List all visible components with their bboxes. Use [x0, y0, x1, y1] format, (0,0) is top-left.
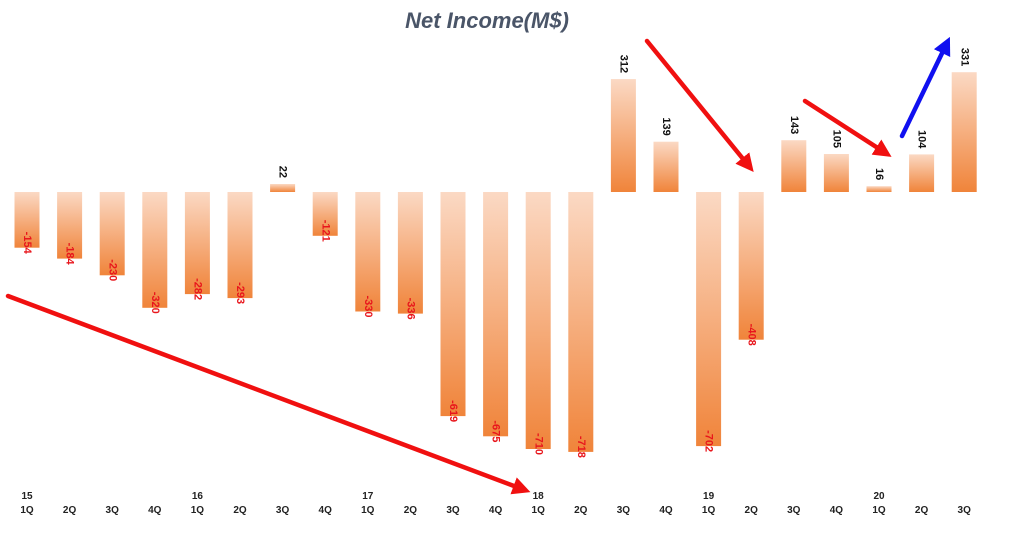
- trend-arrows: [5, 36, 951, 495]
- bar-3: [142, 192, 168, 308]
- tick-quarter-21: 2Q: [915, 505, 929, 516]
- value-label-6: 22: [277, 166, 289, 178]
- tick-quarter-19: 4Q: [830, 505, 844, 516]
- value-labels: -154 -184 -230 -320 -282 -293 22 -121 -330 -336 -6…: [21, 48, 970, 458]
- tick-quarter-20: 1Q: [872, 505, 886, 516]
- bar-11: [483, 192, 509, 437]
- value-label-4: -282: [191, 278, 203, 300]
- bar-7: [312, 192, 338, 236]
- trend-arrow-red-1: [5, 293, 531, 495]
- tick-year-12: 18: [533, 491, 545, 502]
- bar-6: [270, 184, 296, 192]
- tick-quarter-13: 2Q: [574, 505, 588, 516]
- value-label-7: -121: [319, 220, 331, 242]
- bar-4: [184, 192, 210, 295]
- tick-quarter-14: 3Q: [617, 505, 631, 516]
- tick-year-0: 15: [21, 491, 33, 502]
- value-label-11: -675: [490, 420, 502, 442]
- value-label-16: -702: [703, 430, 715, 452]
- trend-arrow-blue: [899, 36, 951, 139]
- chart-title: Net Income(M$): [405, 8, 569, 33]
- value-label-21: 104: [916, 130, 928, 149]
- bar-18: [781, 140, 807, 192]
- trend-arrow-red-3: [802, 98, 892, 157]
- tick-year-8: 17: [362, 491, 374, 502]
- bar-10: [440, 192, 466, 417]
- bar-12: [525, 192, 551, 449]
- trend-arrow-red-2: [644, 38, 754, 172]
- value-label-12: -710: [532, 433, 544, 455]
- value-label-2: -230: [106, 259, 118, 281]
- tick-quarter-1: 2Q: [63, 505, 77, 516]
- bar-5: [227, 192, 253, 299]
- value-label-14: 312: [617, 55, 629, 73]
- value-label-1: -184: [64, 243, 76, 266]
- value-label-17: -408: [745, 324, 757, 346]
- bar-13: [568, 192, 594, 452]
- tick-quarter-17: 2Q: [745, 505, 759, 516]
- tick-quarter-16: 1Q: [702, 505, 716, 516]
- tick-quarter-10: 3Q: [446, 505, 460, 516]
- tick-quarter-4: 1Q: [191, 505, 205, 516]
- tick-quarter-18: 3Q: [787, 505, 801, 516]
- value-label-15: 139: [660, 117, 672, 135]
- tick-year-4: 16: [192, 491, 204, 502]
- bar-15: [653, 141, 679, 192]
- value-label-20: 16: [873, 168, 885, 180]
- tick-quarter-15: 4Q: [659, 505, 673, 516]
- value-label-8: -330: [362, 295, 374, 317]
- tick-quarter-3: 4Q: [148, 505, 162, 516]
- value-label-19: 105: [830, 130, 842, 148]
- tick-quarter-6: 3Q: [276, 505, 290, 516]
- value-label-9: -336: [404, 298, 416, 320]
- bar-8: [355, 192, 381, 312]
- value-label-13: -718: [575, 436, 587, 458]
- bar-1: [57, 192, 83, 259]
- bar-20: [866, 186, 892, 192]
- value-label-22: 331: [958, 48, 970, 66]
- bar-series: [14, 72, 977, 452]
- bar-2: [99, 192, 125, 276]
- x-axis-tick-labels: 15 1Q 2Q 3Q 4Q 16 1Q 2Q 3Q 4Q 17 1Q 2Q 3Q 4Q 18 1Q 2Q 3Q 4Q…: [20, 491, 971, 516]
- value-label-10: -619: [447, 400, 459, 422]
- tick-quarter-11: 4Q: [489, 505, 503, 516]
- tick-quarter-9: 2Q: [404, 505, 418, 516]
- bar-0: [14, 192, 40, 248]
- tick-year-16: 19: [703, 491, 715, 502]
- bar-19: [823, 154, 849, 192]
- tick-quarter-8: 1Q: [361, 505, 375, 516]
- value-label-5: -293: [234, 282, 246, 304]
- tick-quarter-2: 3Q: [106, 505, 120, 516]
- bar-9: [397, 192, 423, 314]
- tick-year-20: 20: [873, 491, 885, 502]
- bar-16: [696, 192, 722, 447]
- tick-quarter-7: 4Q: [319, 505, 333, 516]
- value-label-0: -154: [21, 232, 33, 255]
- tick-quarter-22: 3Q: [958, 505, 972, 516]
- bar-14: [610, 79, 636, 192]
- value-label-3: -320: [149, 292, 161, 314]
- bar-22: [951, 72, 977, 192]
- bar-21: [909, 154, 935, 192]
- value-label-18: 143: [788, 116, 800, 134]
- tick-quarter-0: 1Q: [20, 505, 34, 516]
- tick-quarter-12: 1Q: [532, 505, 546, 516]
- tick-quarter-5: 2Q: [233, 505, 247, 516]
- bar-17: [738, 192, 764, 340]
